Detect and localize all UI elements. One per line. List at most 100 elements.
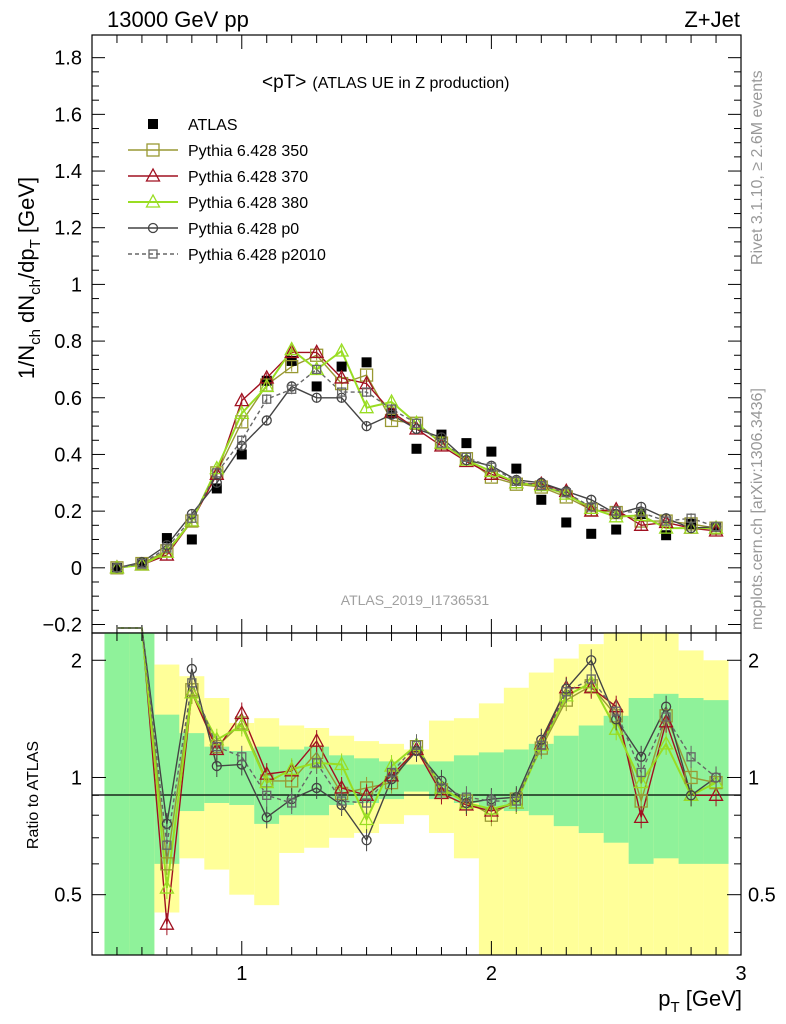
ratio-band-inner xyxy=(404,764,429,792)
ratio-point-p2010 xyxy=(187,678,197,688)
ratio-plot: 0.5 0.5 1 1 2 2 xyxy=(54,627,776,956)
main-point-p0 xyxy=(211,477,222,488)
main-point-p370 xyxy=(483,465,499,480)
main-point-p0 xyxy=(685,522,697,534)
main-y-tick-label: 0.8 xyxy=(54,331,82,353)
ratio-point-p2010 xyxy=(237,752,247,762)
ratio-point-p2010 xyxy=(461,792,472,802)
ratio-point-p380 xyxy=(159,879,175,894)
main-line-p380 xyxy=(116,348,717,569)
main-plot: −0.2 0 0.2 0.4 0.6 0.8 1 1.2 1.4 1.6 1.8 xyxy=(43,34,742,637)
ratio-point-p380 xyxy=(358,811,375,826)
legend-label-p370: Pythia 6.428 370 xyxy=(188,169,308,186)
main-point-p380 xyxy=(608,508,624,523)
main-point-p2010 xyxy=(336,387,347,397)
main-point-p380 xyxy=(708,519,724,534)
ratio-series-markers xyxy=(159,649,724,936)
ratio-point-p2010 xyxy=(686,752,696,762)
main-y-tick-label: 0 xyxy=(71,558,82,580)
ratio-point-p2010 xyxy=(611,706,621,716)
ratio-point-p370 xyxy=(309,732,325,747)
main-point-p2010 xyxy=(411,418,422,428)
ratio-point-p2010 xyxy=(361,798,372,808)
main-point-p2010 xyxy=(436,438,447,448)
main-point-p0 xyxy=(361,420,372,432)
ratio-point-p380 xyxy=(658,735,674,750)
main-point-p370 xyxy=(309,344,325,359)
main-point-p2010 xyxy=(262,394,272,404)
main-point-p380 xyxy=(358,399,375,414)
ratio-point-p2010 xyxy=(511,796,521,806)
main-point-p380 xyxy=(583,499,599,514)
main-point-p370 xyxy=(633,516,649,531)
main-point-p380 xyxy=(284,341,300,356)
ratio-point-p350 xyxy=(684,770,698,785)
ratio-y-tick-label-right: 1 xyxy=(748,767,759,789)
main-point-p2010 xyxy=(661,516,671,526)
main-y-tick-label: −0.2 xyxy=(43,614,82,636)
ratio-point-p370 xyxy=(159,915,175,930)
ratio-y-tick-label-right: 2 xyxy=(748,650,759,672)
ratio-point-p370 xyxy=(708,786,724,801)
legend-marker-p350 xyxy=(146,143,160,157)
main-y-tick-label: 1.2 xyxy=(54,218,82,240)
legend-marker-p370 xyxy=(145,167,161,182)
main-point-p2010 xyxy=(187,513,197,523)
legend-marker-p380 xyxy=(145,193,161,208)
ratio-point-p2010 xyxy=(312,758,322,768)
main-point-p370 xyxy=(334,369,350,384)
main-y-tick-label: 1 xyxy=(71,274,82,296)
main-point-data xyxy=(461,438,472,449)
main-point-p2010 xyxy=(511,476,521,487)
main-point-p2010 xyxy=(636,507,646,518)
main-point-p0 xyxy=(311,392,322,403)
main-point-p2010 xyxy=(237,435,247,445)
header-process: 13000 GeV pp xyxy=(107,7,249,32)
header-channel: Z+Jet xyxy=(684,7,740,32)
main-point-p380 xyxy=(334,342,350,357)
ratio-y-tick-label: 0.5 xyxy=(54,885,82,907)
ratio-point-p0 xyxy=(361,835,372,846)
main-y-tick-label: 0.2 xyxy=(54,501,82,523)
legend-label-data: ATLAS xyxy=(188,117,238,134)
main-point-data xyxy=(511,463,522,474)
ratio-point-p2010 xyxy=(287,798,297,808)
mcplots-label: mcplots.cern.ch [arXiv:1306.3436] xyxy=(749,388,766,630)
x-tick-label: 3 xyxy=(735,963,746,985)
ratio-uncertainty-bands xyxy=(104,633,729,955)
ratio-point-p2010 xyxy=(386,767,397,778)
main-y-tick-label: 0.4 xyxy=(54,444,82,466)
ratio-point-p0 xyxy=(211,760,222,772)
ratio-point-p2010 xyxy=(162,840,172,850)
ratio-point-p0 xyxy=(586,655,597,666)
analysis-watermark: ATLAS_2019_I1736531 xyxy=(341,592,490,608)
ratio-point-p380 xyxy=(608,720,624,735)
ratio-point-p380 xyxy=(234,717,250,732)
ratio-point-p2010 xyxy=(212,741,222,752)
ratio-point-p2010 xyxy=(586,674,596,684)
main-point-p380 xyxy=(558,485,574,500)
ratio-point-p350 xyxy=(160,857,174,871)
main-point-p2010 xyxy=(162,543,172,553)
legend-marker-data xyxy=(148,119,158,129)
ratio-axis-ticks xyxy=(91,633,742,955)
main-point-p2010 xyxy=(112,563,122,573)
main-point-data xyxy=(161,533,172,544)
main-point-p2010 xyxy=(711,522,721,532)
legend: <pT> (ATLAS UE in Z production) ATLAS Pyth… xyxy=(128,72,509,264)
main-point-p380 xyxy=(259,378,275,393)
legend-title-sub: (ATLAS UE in Z production) xyxy=(312,75,509,92)
main-point-p380 xyxy=(134,556,150,571)
ratio-point-p2010 xyxy=(636,767,646,778)
main-y-tick-labels: −0.2 0 0.2 0.4 0.6 0.8 1 1.2 1.4 1.6 1.8 xyxy=(43,48,82,637)
main-line-p350 xyxy=(116,354,717,569)
ratio-band-outer xyxy=(478,703,504,955)
ratio-y-tick-label: 1 xyxy=(71,767,82,789)
legend-marker-p2010 xyxy=(148,249,158,259)
main-y-tick-label: 0.6 xyxy=(54,388,82,410)
main-y-tick-label: 1.8 xyxy=(54,48,82,70)
ratio-point-p2010 xyxy=(436,783,447,793)
main-point-p380 xyxy=(658,519,674,534)
ratio-y-tick-label: 2 xyxy=(71,650,82,672)
